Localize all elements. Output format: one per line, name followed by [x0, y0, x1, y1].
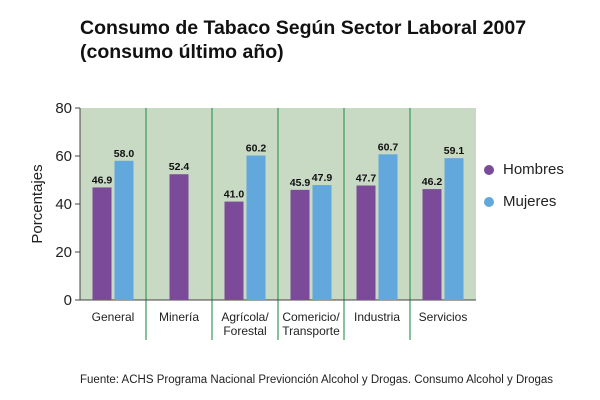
legend-swatch-hombres [484, 164, 494, 175]
data-label: 52.4 [169, 161, 190, 173]
bar-hombres [92, 187, 112, 300]
bar-mujeres [444, 158, 464, 300]
x-tick-label: Transporte [282, 324, 340, 338]
x-tick-label: Comericio/ [282, 310, 340, 324]
data-label: 59.1 [444, 145, 465, 157]
bar-hombres [224, 201, 244, 300]
x-tick-label: General [92, 310, 135, 324]
bar-hombres [290, 189, 310, 300]
x-tick-label: Agrícola/ [221, 310, 269, 324]
x-tick-label: Forestal [223, 324, 266, 338]
y-axis-label: Porcentajes [29, 164, 46, 243]
x-tick-label: Servicios [419, 310, 468, 324]
y-tick-label: 80 [55, 100, 72, 117]
data-label: 45.9 [290, 177, 311, 189]
data-label: 41.0 [224, 189, 245, 201]
legend-label-hombres: Hombres [503, 161, 564, 178]
legend-label-mujeres: Mujeres [503, 193, 557, 210]
bar-mujeres [114, 160, 134, 300]
data-label: 46.9 [92, 174, 113, 186]
data-label: 60.7 [378, 141, 399, 153]
x-tick-label: Industria [354, 310, 400, 324]
y-tick-label: 40 [55, 196, 72, 213]
data-label: 60.2 [246, 143, 267, 155]
y-tick-label: 60 [55, 148, 72, 165]
bar-mujeres [378, 154, 398, 300]
y-tick-label: 20 [55, 244, 72, 261]
legend-item-mujeres: Mujeres [484, 193, 556, 210]
bar-hombres [169, 174, 189, 300]
data-label: 47.9 [312, 172, 333, 184]
x-tick-label: Minería [159, 310, 199, 324]
source-note: Fuente: ACHS Programa Nacional Previonci… [80, 374, 554, 386]
chart-title-line-2: (consumo último año) [80, 41, 284, 63]
chart-title-line-1: Consumo de Tabaco Según Sector Laboral 2… [80, 17, 527, 39]
legend-item-hombres: Hombres [484, 161, 564, 178]
data-label: 46.2 [422, 176, 443, 188]
bar-mujeres [312, 185, 332, 300]
bar-mujeres [246, 155, 266, 300]
y-tick-label: 0 [64, 292, 72, 309]
chart-title: Consumo de Tabaco Según Sector Laboral 2… [80, 16, 526, 64]
data-label: 58.0 [114, 148, 135, 160]
bar-hombres [356, 185, 376, 300]
data-label: 47.7 [356, 173, 377, 185]
legend-swatch-mujeres [484, 196, 494, 207]
bar-hombres [422, 189, 442, 300]
